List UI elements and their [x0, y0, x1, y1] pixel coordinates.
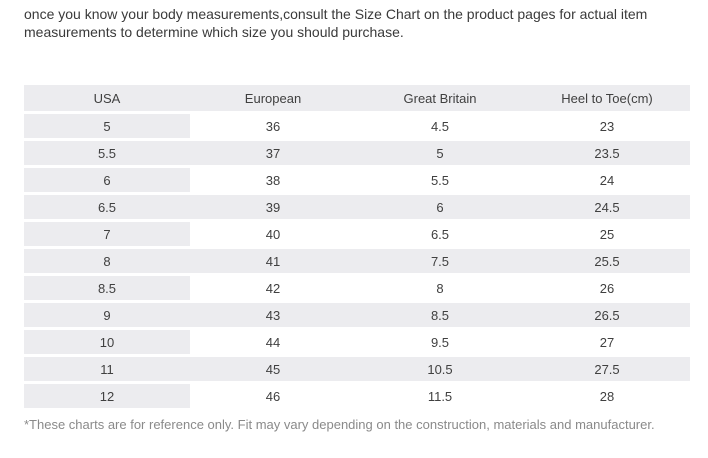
- cell-great-britain: 11.5: [356, 384, 524, 408]
- cell-great-britain: 6: [356, 195, 524, 219]
- table-row: 12 46 11.5 28: [24, 384, 690, 408]
- table-row: 7 40 6.5 25: [24, 222, 690, 246]
- cell-usa: 5.5: [24, 141, 190, 165]
- table-body: 5 36 4.5 23 5.5 37 5 23.5 6 38 5.5 24 6.…: [24, 114, 690, 408]
- cell-heel-to-toe: 26.5: [524, 303, 690, 327]
- cell-heel-to-toe: 23.5: [524, 141, 690, 165]
- cell-heel-to-toe: 25.5: [524, 249, 690, 273]
- cell-european: 41: [190, 249, 356, 273]
- header-great-britain: Great Britain: [356, 85, 524, 111]
- cell-heel-to-toe: 26: [524, 276, 690, 300]
- cell-heel-to-toe: 24.5: [524, 195, 690, 219]
- cell-usa: 7: [24, 222, 190, 246]
- table-row: 6 38 5.5 24: [24, 168, 690, 192]
- cell-usa: 6.5: [24, 195, 190, 219]
- cell-usa: 11: [24, 357, 190, 381]
- cell-great-britain: 9.5: [356, 330, 524, 354]
- cell-heel-to-toe: 24: [524, 168, 690, 192]
- cell-heel-to-toe: 27: [524, 330, 690, 354]
- header-usa: USA: [24, 85, 190, 111]
- intro-text: once you know your body measurements,con…: [24, 6, 648, 40]
- table-row: 6.5 39 6 24.5: [24, 195, 690, 219]
- cell-european: 43: [190, 303, 356, 327]
- cell-great-britain: 8.5: [356, 303, 524, 327]
- cell-european: 42: [190, 276, 356, 300]
- cell-usa: 9: [24, 303, 190, 327]
- cell-heel-to-toe: 23: [524, 114, 690, 138]
- cell-usa: 10: [24, 330, 190, 354]
- cell-usa: 6: [24, 168, 190, 192]
- cell-great-britain: 6.5: [356, 222, 524, 246]
- cell-usa: 8: [24, 249, 190, 273]
- size-chart-table: USA European Great Britain Heel to Toe(c…: [24, 82, 690, 411]
- cell-great-britain: 5: [356, 141, 524, 165]
- table-row: 8.5 42 8 26: [24, 276, 690, 300]
- footnote-text: *These charts are for reference only. Fi…: [24, 417, 655, 432]
- table-row: 10 44 9.5 27: [24, 330, 690, 354]
- table-row: 8 41 7.5 25.5: [24, 249, 690, 273]
- cell-european: 36: [190, 114, 356, 138]
- cell-great-britain: 7.5: [356, 249, 524, 273]
- cell-european: 39: [190, 195, 356, 219]
- cell-european: 46: [190, 384, 356, 408]
- table-row: 5.5 37 5 23.5: [24, 141, 690, 165]
- cell-great-britain: 5.5: [356, 168, 524, 192]
- cell-usa: 5: [24, 114, 190, 138]
- header-european: European: [190, 85, 356, 111]
- table-header-row: USA European Great Britain Heel to Toe(c…: [24, 85, 690, 111]
- cell-great-britain: 4.5: [356, 114, 524, 138]
- cell-heel-to-toe: 25: [524, 222, 690, 246]
- cell-european: 40: [190, 222, 356, 246]
- cell-european: 38: [190, 168, 356, 192]
- cell-great-britain: 8: [356, 276, 524, 300]
- table-row: 11 45 10.5 27.5: [24, 357, 690, 381]
- header-heel-to-toe: Heel to Toe(cm): [524, 85, 690, 111]
- cell-european: 37: [190, 141, 356, 165]
- table-row: 5 36 4.5 23: [24, 114, 690, 138]
- cell-usa: 12: [24, 384, 190, 408]
- cell-european: 44: [190, 330, 356, 354]
- cell-heel-to-toe: 28: [524, 384, 690, 408]
- cell-european: 45: [190, 357, 356, 381]
- cell-usa: 8.5: [24, 276, 190, 300]
- table-row: 9 43 8.5 26.5: [24, 303, 690, 327]
- cell-heel-to-toe: 27.5: [524, 357, 690, 381]
- cell-great-britain: 10.5: [356, 357, 524, 381]
